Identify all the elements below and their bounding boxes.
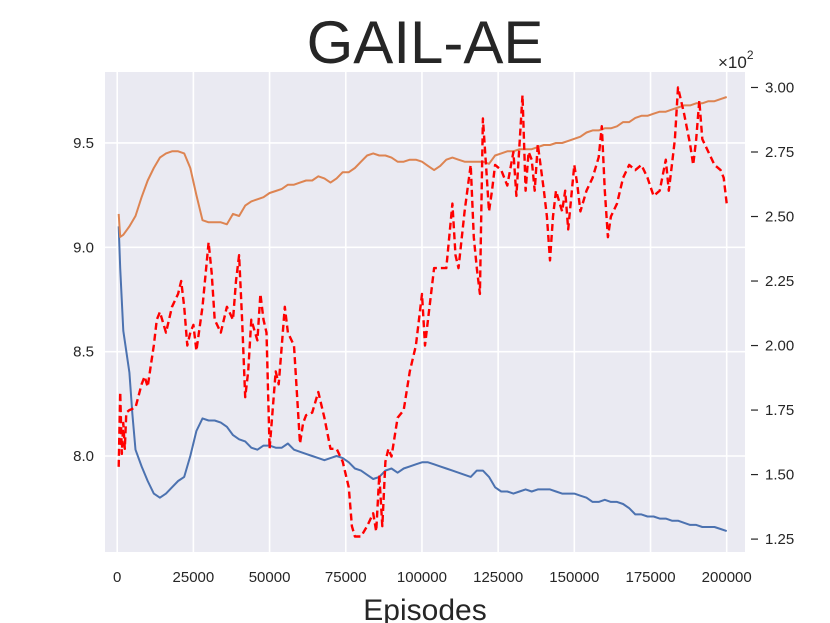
y-tick-label: 9.5 (73, 135, 94, 152)
x-tick-label: 0 (113, 569, 121, 586)
chart-title: GAIL-AE (307, 9, 544, 76)
x-tick-label: 200000 (702, 569, 752, 586)
y2-tick-label: 2.00 (765, 338, 794, 355)
series-lines (117, 86, 728, 538)
x-tick-label: 125000 (473, 569, 523, 586)
series-line-2 (117, 96, 728, 238)
x-tick-label: 25000 (173, 569, 215, 586)
x-tick-label: 150000 (549, 569, 599, 586)
series-line-1 (117, 226, 728, 533)
x-axis-label: Episodes (363, 594, 486, 623)
y2-tick-label: 1.50 (765, 467, 794, 484)
grid (105, 72, 745, 552)
x-tick-label: 100000 (397, 569, 447, 586)
y-tick-label: 8.5 (73, 344, 94, 361)
x-axis-ticks: 0 25000 50000 75000 100000 125000 150000 175000… (113, 569, 752, 586)
y2-multiplier: ×102 (718, 48, 754, 72)
plot-area (105, 72, 745, 552)
y-tick-label: 8.0 (73, 448, 94, 465)
y-axis-ticks: 8.0 8.5 9.0 9.5 (73, 135, 94, 465)
y2-tick-label: 1.25 (765, 531, 794, 548)
y2-tick-label: 2.25 (765, 273, 794, 290)
y2-axis-ticks: 1.25 1.50 1.75 2.00 2.25 2.50 2.75 3.00 (751, 79, 794, 548)
x-tick-label: 175000 (625, 569, 675, 586)
y2-tick-label: 2.75 (765, 144, 794, 161)
x-tick-label: 75000 (325, 569, 367, 586)
y-tick-label: 9.0 (73, 239, 94, 256)
y2-tick-label: 3.00 (765, 79, 794, 96)
y2-tick-label: 1.75 (765, 402, 794, 419)
x-tick-label: 50000 (249, 569, 291, 586)
y2-tick-label: 2.50 (765, 209, 794, 226)
